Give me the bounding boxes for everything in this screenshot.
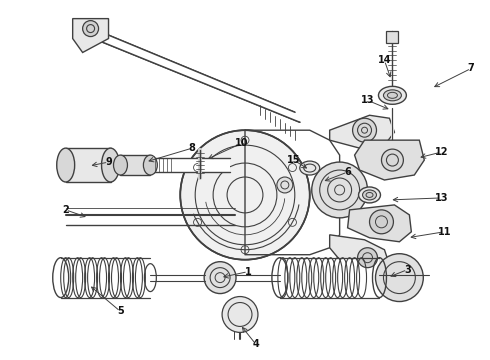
Text: 9: 9 [105, 157, 112, 167]
Ellipse shape [384, 90, 401, 101]
Circle shape [369, 210, 393, 234]
Ellipse shape [57, 148, 74, 182]
Circle shape [375, 254, 423, 302]
Text: 4: 4 [252, 339, 259, 349]
Circle shape [204, 262, 236, 293]
Text: 10: 10 [235, 138, 249, 148]
Ellipse shape [363, 190, 376, 200]
Polygon shape [93, 28, 300, 122]
Ellipse shape [378, 86, 406, 104]
Text: 13: 13 [435, 193, 448, 203]
Ellipse shape [114, 155, 127, 175]
Polygon shape [347, 205, 412, 242]
Polygon shape [330, 115, 394, 148]
Text: 7: 7 [468, 63, 474, 73]
Polygon shape [387, 31, 398, 42]
Polygon shape [330, 235, 390, 275]
Text: 12: 12 [435, 147, 448, 157]
Text: 11: 11 [438, 227, 451, 237]
Circle shape [353, 118, 376, 142]
Circle shape [358, 248, 377, 268]
Polygon shape [66, 148, 111, 182]
Circle shape [222, 297, 258, 332]
Polygon shape [61, 258, 150, 298]
Text: 15: 15 [287, 155, 300, 165]
Text: 3: 3 [404, 265, 411, 275]
Polygon shape [61, 158, 230, 172]
Ellipse shape [144, 155, 157, 175]
Circle shape [83, 21, 98, 37]
Text: 2: 2 [62, 205, 69, 215]
Ellipse shape [101, 148, 120, 182]
Circle shape [277, 177, 293, 193]
Text: 8: 8 [189, 143, 196, 153]
Ellipse shape [359, 187, 380, 203]
Text: 13: 13 [361, 95, 374, 105]
Text: 6: 6 [344, 167, 351, 177]
Polygon shape [121, 155, 150, 175]
Circle shape [180, 130, 310, 260]
Ellipse shape [382, 149, 403, 171]
Polygon shape [355, 140, 424, 180]
Text: 14: 14 [378, 55, 391, 66]
Text: 1: 1 [245, 267, 251, 276]
Polygon shape [73, 19, 108, 53]
Text: 5: 5 [117, 306, 124, 316]
Ellipse shape [300, 161, 319, 175]
Circle shape [312, 162, 368, 218]
Polygon shape [280, 258, 379, 298]
